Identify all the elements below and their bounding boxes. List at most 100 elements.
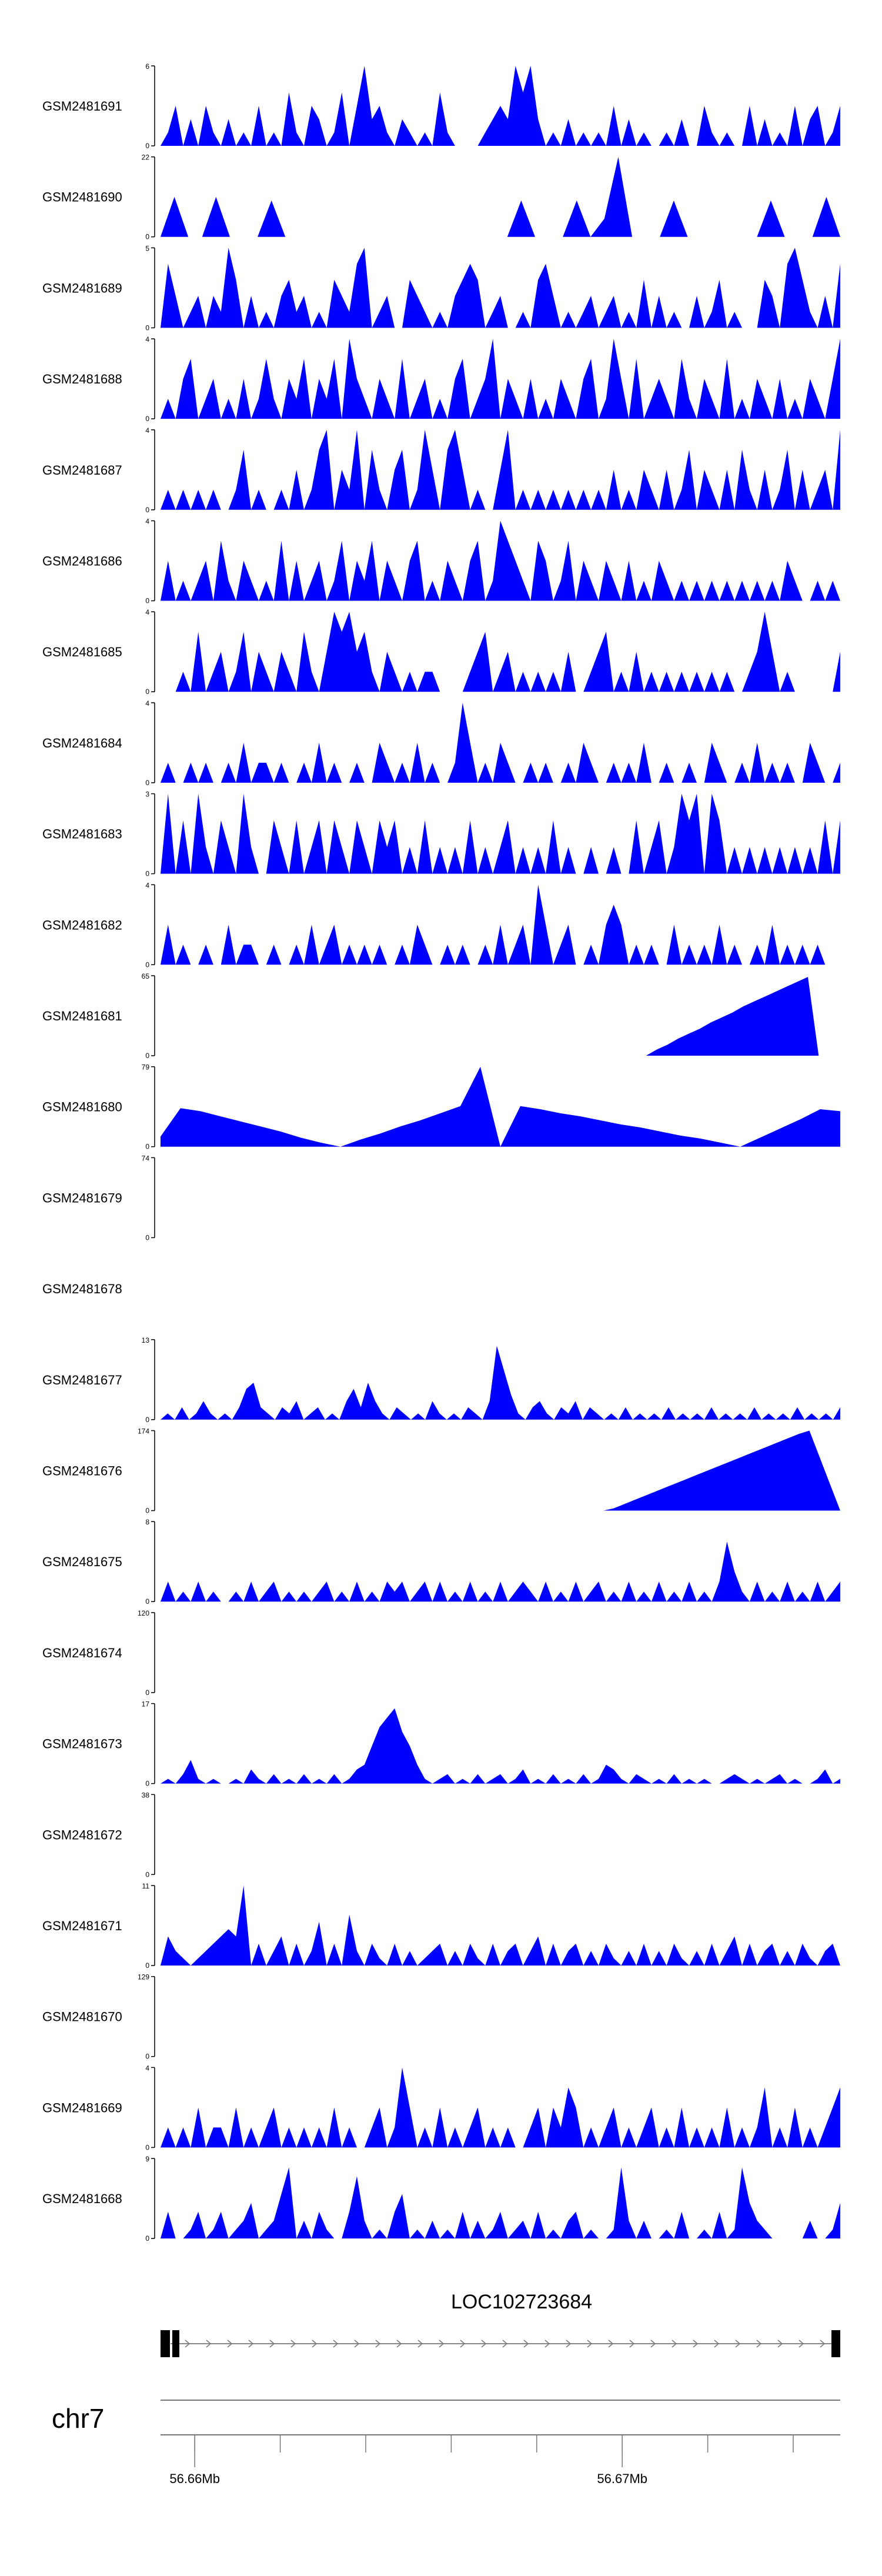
y-tick-label-zero: 0 <box>145 506 149 514</box>
track-label: GSM2481683 <box>42 827 122 842</box>
track-label: GSM2481669 <box>42 2100 122 2115</box>
y-tick-label-zero: 0 <box>145 688 149 696</box>
strand-arrow <box>185 2340 191 2348</box>
track-GSM2481675: GSM2481675 8 0 <box>42 1518 840 1606</box>
strand-arrow <box>375 2340 381 2348</box>
track-label: GSM2481687 <box>42 463 122 478</box>
track-label: GSM2481689 <box>42 281 122 295</box>
y-tick-label-zero: 0 <box>145 1689 149 1697</box>
gene-name-label: LOC102723684 <box>451 2291 592 2313</box>
track-label: GSM2481684 <box>42 736 122 750</box>
track-GSM2481686: GSM2481686 4 0 <box>42 518 840 605</box>
track-GSM2481678: GSM2481678 <box>42 1282 122 1296</box>
track-label: GSM2481674 <box>42 1646 122 1660</box>
track-label: GSM2481676 <box>42 1464 122 1479</box>
track-GSM2481668: GSM2481668 9 0 <box>42 2155 840 2243</box>
strand-arrow <box>544 2340 550 2348</box>
track-label: GSM2481680 <box>42 1100 122 1115</box>
y-tick-label-max: 22 <box>142 154 150 162</box>
chromosome-label: chr7 <box>52 2403 104 2434</box>
strand-arrow <box>777 2340 783 2348</box>
coverage-area <box>161 520 840 601</box>
strand-arrow <box>481 2340 487 2348</box>
y-tick-label-zero: 0 <box>145 1052 149 1060</box>
strand-arrow <box>629 2340 635 2348</box>
y-tick-label-zero: 0 <box>145 1507 149 1515</box>
strand-arrow <box>650 2340 656 2348</box>
strand-arrow <box>671 2340 677 2348</box>
y-tick-label-zero: 0 <box>145 960 149 969</box>
track-GSM2481670: GSM2481670 129 0 <box>42 1973 155 2061</box>
y-tick-label-zero: 0 <box>145 1870 149 1878</box>
y-tick-label-max: 5 <box>145 244 149 252</box>
strand-arrow <box>354 2340 360 2348</box>
track-label: GSM2481675 <box>42 1554 122 1569</box>
track-label: GSM2481682 <box>42 917 122 932</box>
coverage-area <box>161 66 840 146</box>
track-GSM2481684: GSM2481684 4 0 <box>42 699 840 787</box>
strand-arrow <box>206 2340 212 2348</box>
track-GSM2481687: GSM2481687 4 0 <box>42 426 840 514</box>
y-tick-label-max: 4 <box>145 608 149 616</box>
chromosome-track: chr7 56.66Mb 56.67Mb <box>52 2400 840 2486</box>
track-GSM2481671: GSM2481671 11 0 <box>42 1882 840 1970</box>
track-GSM2481676: GSM2481676 174 0 <box>42 1427 840 1515</box>
tracks-panel: GSM248169160GSM2481690220GSM248168950GSM… <box>42 62 840 2243</box>
y-tick-label-max: 8 <box>145 1518 149 1526</box>
track-label: GSM2481678 <box>42 1282 122 1296</box>
track-GSM2481672: GSM2481672 38 0 <box>42 1791 155 1878</box>
track-GSM2481685: GSM2481685 4 0 <box>42 608 840 696</box>
track-GSM2481682: GSM2481682 4 0 <box>42 881 840 969</box>
y-tick-label-zero: 0 <box>145 2053 149 2061</box>
y-tick-label-max: 4 <box>145 699 149 708</box>
y-tick-label-zero: 0 <box>145 1233 149 1242</box>
gene-model: LOC102723684 <box>161 2291 840 2357</box>
y-tick-label-max: 38 <box>142 1791 150 1799</box>
track-label: GSM2481679 <box>42 1190 122 1205</box>
y-tick-label-max: 6 <box>145 62 149 71</box>
y-tick-label-max: 3 <box>145 790 149 799</box>
y-tick-label-max: 74 <box>142 1154 150 1162</box>
y-tick-label-zero: 0 <box>145 870 149 878</box>
y-tick-label-max: 120 <box>138 1609 149 1617</box>
coverage-area <box>161 977 840 1056</box>
y-tick-label-max: 79 <box>142 1063 150 1072</box>
y-tick-label-zero: 0 <box>145 2143 149 2151</box>
y-tick-label-zero: 0 <box>145 779 149 787</box>
axis-tick-label: 56.67Mb <box>597 2471 647 2486</box>
y-tick-label-zero: 0 <box>145 1961 149 1970</box>
strand-arrow <box>523 2340 529 2348</box>
y-tick-label-max: 65 <box>142 972 150 980</box>
strand-arrow <box>756 2340 762 2348</box>
axis-tick-label: 56.66Mb <box>169 2471 220 2486</box>
strand-arrow <box>714 2340 720 2348</box>
exon-block-3 <box>831 2330 840 2357</box>
strand-arrow <box>587 2340 593 2348</box>
track-label: GSM2481690 <box>42 190 122 205</box>
y-tick-label-max: 17 <box>142 1700 150 1709</box>
track-label: GSM2481673 <box>42 1737 122 1751</box>
y-tick-label-zero: 0 <box>145 1597 149 1606</box>
y-tick-label-zero: 0 <box>145 142 149 150</box>
exon-block-2 <box>172 2330 179 2357</box>
y-tick-label-max: 13 <box>142 1336 150 1344</box>
track-GSM2481679: GSM2481679 74 0 <box>42 1154 155 1242</box>
track-label: GSM2481688 <box>42 372 122 386</box>
track-GSM2481673: GSM2481673 17 0 <box>42 1700 840 1788</box>
coverage-area <box>161 1541 840 1602</box>
strand-arrow <box>820 2340 826 2348</box>
strand-arrow <box>608 2340 614 2348</box>
coverage-area <box>161 702 840 783</box>
strand-arrow <box>735 2340 741 2348</box>
coverage-area <box>161 793 840 874</box>
track-label: GSM2481670 <box>42 2010 122 2024</box>
track-label: GSM2481686 <box>42 554 122 569</box>
y-tick-label-zero: 0 <box>145 233 149 241</box>
strand-arrow <box>693 2340 699 2348</box>
y-tick-label-max: 11 <box>142 1882 150 1890</box>
y-tick-label-max: 4 <box>145 335 149 343</box>
y-tick-label-zero: 0 <box>145 1780 149 1788</box>
y-tick-label-zero: 0 <box>145 2234 149 2243</box>
coverage-area <box>161 1066 840 1147</box>
strand-arrow <box>290 2340 296 2348</box>
